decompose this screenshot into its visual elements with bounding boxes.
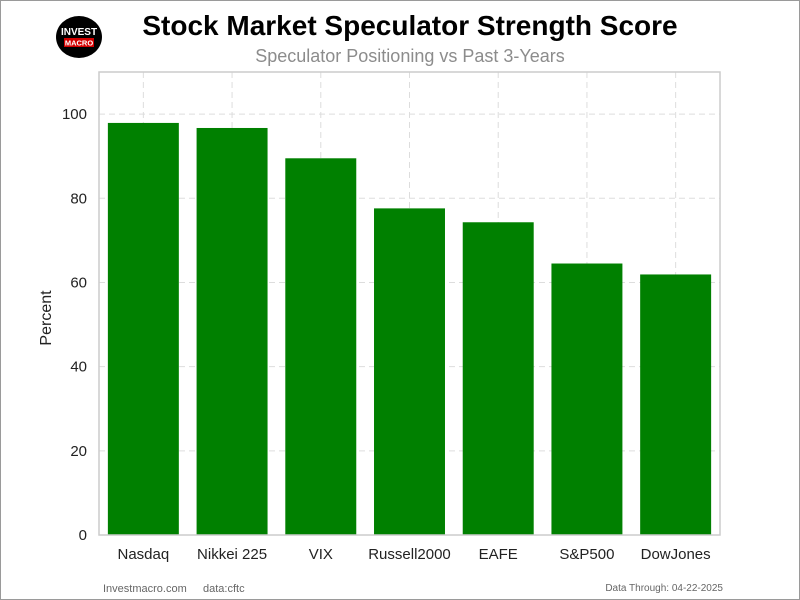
y-tick-label: 80 — [70, 190, 87, 207]
x-tick-label: Russell2000 — [368, 546, 451, 563]
bar-dowjones — [640, 274, 712, 535]
footer-source: data:cftc — [203, 583, 245, 595]
chart-subtitle: Speculator Positioning vs Past 3-Years — [255, 46, 565, 66]
footer-site: Investmacro.com — [103, 583, 187, 595]
y-tick-label: 100 — [62, 106, 87, 123]
y-tick-label: 60 — [70, 274, 87, 291]
footer-date: Data Through: 04-22-2025 — [605, 583, 723, 594]
bar-nikkei-225 — [196, 127, 268, 536]
x-tick-label: Nikkei 225 — [197, 546, 267, 563]
investmacro-logo: INVEST MACRO — [56, 16, 102, 58]
y-tick-label: 0 — [79, 527, 87, 544]
bar-eafe — [462, 222, 534, 536]
y-tick-label: 40 — [70, 359, 87, 376]
x-tick-label: VIX — [309, 546, 333, 563]
bar-vix — [285, 158, 357, 535]
plot-border — [98, 71, 721, 536]
chart-title: Stock Market Speculator Strength Score — [142, 10, 678, 41]
bar-russell2000 — [374, 208, 445, 535]
y-axis-label: Percent — [38, 290, 55, 346]
x-tick-label: EAFE — [479, 546, 518, 563]
x-tick-label: Nasdaq — [118, 546, 170, 563]
logo-text-macro: MACRO — [65, 39, 93, 48]
x-tick-label: S&P500 — [559, 546, 614, 563]
bar-s-p500 — [551, 263, 623, 535]
x-tick-label: DowJones — [641, 546, 711, 563]
bar-nasdaq — [107, 122, 179, 536]
logo-text-invest: INVEST — [61, 27, 97, 38]
y-tick-label: 20 — [70, 443, 87, 460]
